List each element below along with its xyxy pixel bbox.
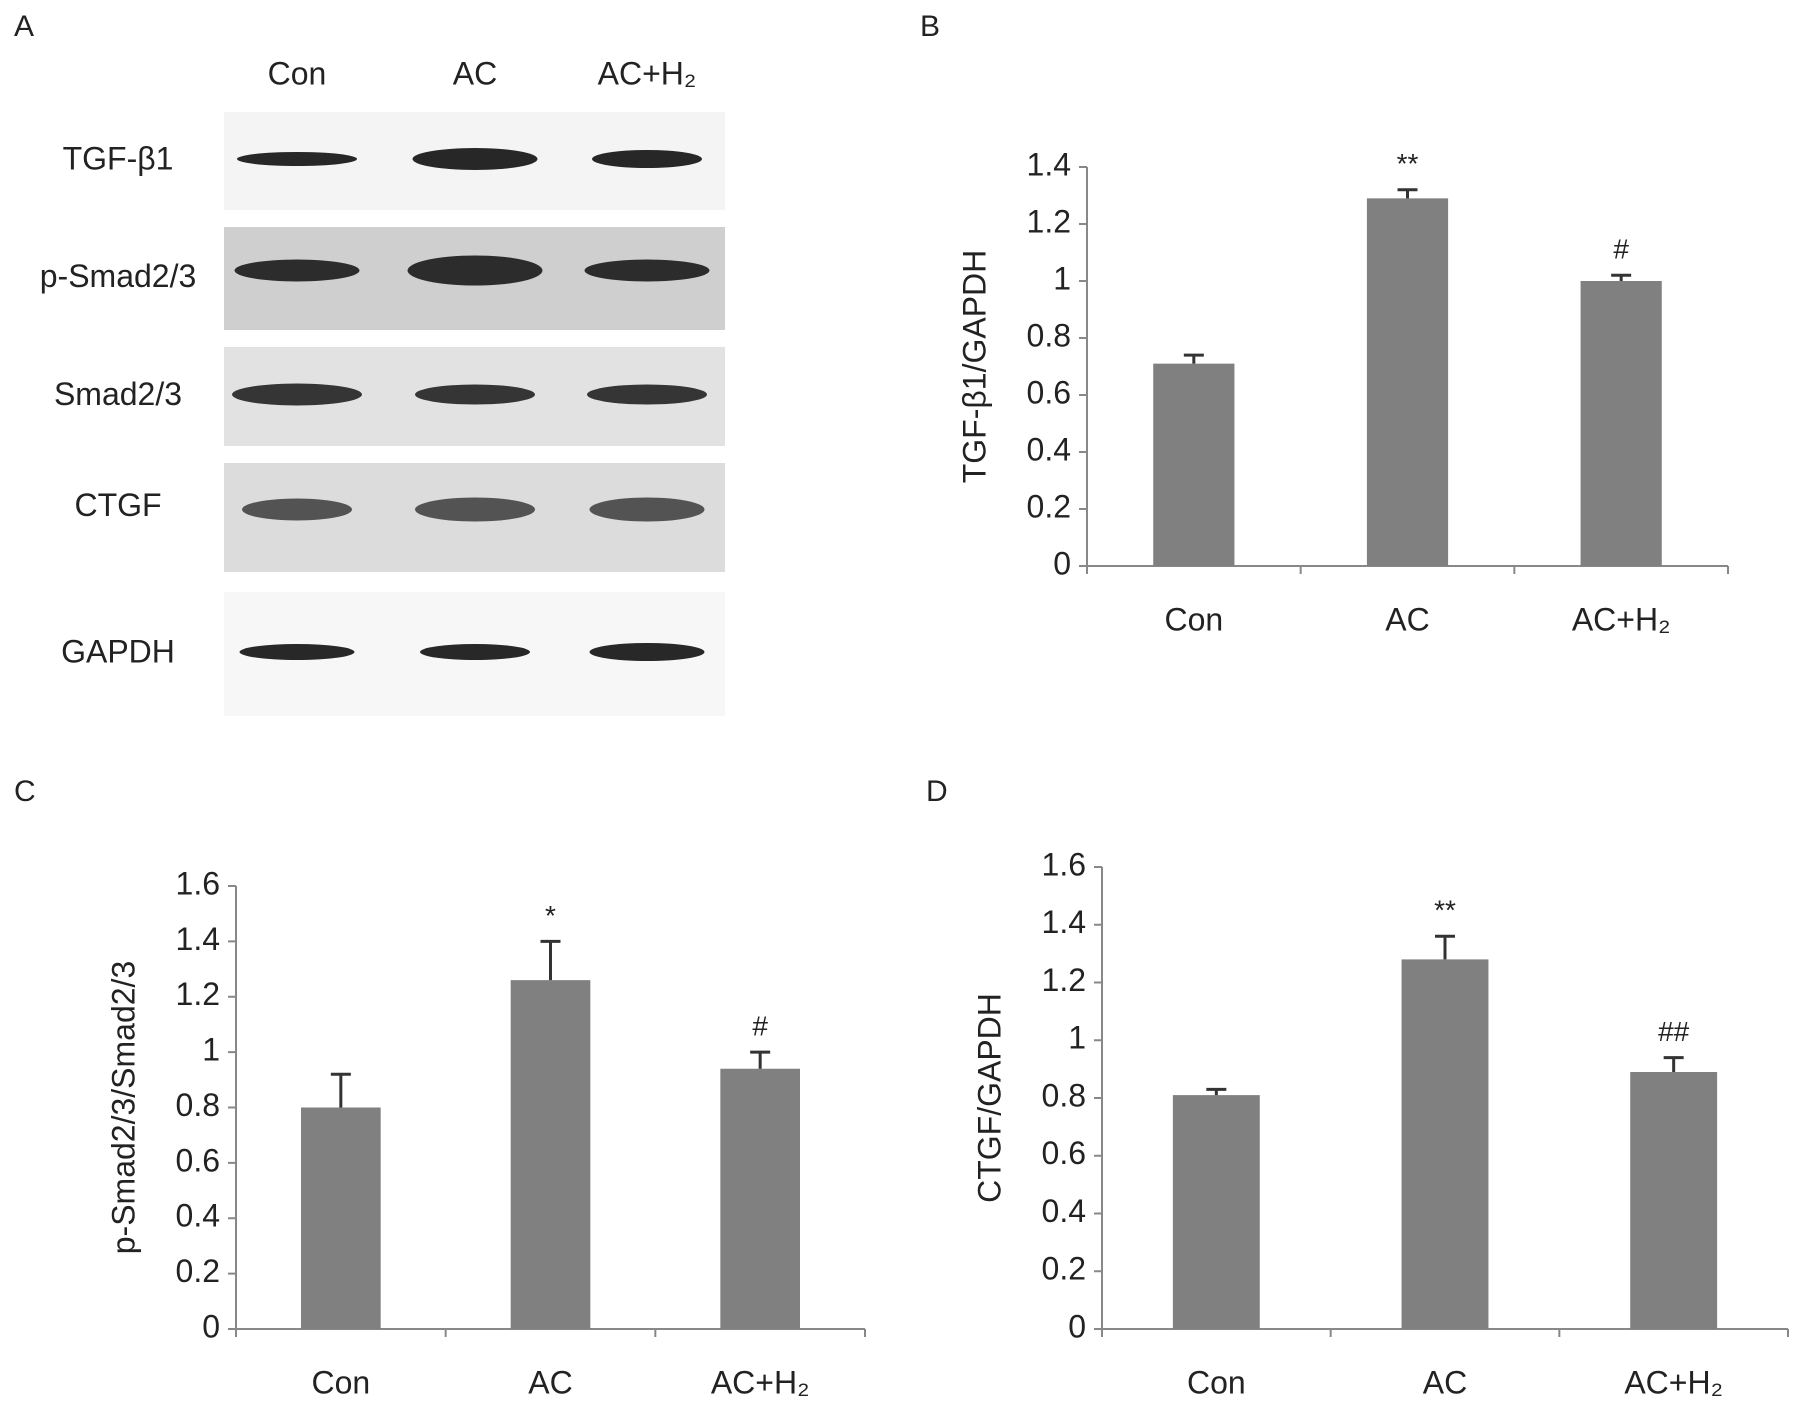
y-tick-label: 0.8 — [1027, 317, 1071, 353]
band — [239, 644, 355, 660]
bar — [510, 980, 591, 1329]
y-tick-label: 0.6 — [1027, 374, 1071, 410]
y-tick-label: 0.4 — [176, 1198, 220, 1234]
x-tick-label: AC — [528, 1364, 572, 1400]
y-tick-label: 1.2 — [1027, 203, 1071, 239]
row-label: CTGF — [74, 487, 161, 523]
x-tick-label: AC+H₂ — [711, 1364, 810, 1400]
lane-label: AC+H₂ — [598, 55, 697, 91]
bar — [300, 1107, 381, 1329]
y-tick-label: 1.2 — [1042, 962, 1086, 998]
y-tick-label: 1.4 — [176, 921, 220, 957]
band — [412, 148, 538, 170]
x-tick-label: Con — [1164, 601, 1223, 637]
y-tick-label: 1.6 — [1042, 846, 1086, 882]
x-tick-label: Con — [1187, 1364, 1246, 1400]
band — [234, 259, 360, 282]
y-tick-label: 1.4 — [1027, 146, 1071, 182]
y-tick-label: 0.2 — [176, 1253, 220, 1289]
x-tick-label: AC+H₂ — [1572, 601, 1671, 637]
y-tick-label: 0 — [1068, 1308, 1086, 1344]
error-bar — [1397, 188, 1418, 199]
band — [592, 150, 702, 168]
significance: ** — [1434, 895, 1456, 926]
band — [237, 152, 357, 166]
row-label: TGF-β1 — [63, 140, 174, 176]
error-bar — [750, 1050, 771, 1069]
band — [420, 644, 530, 660]
band — [589, 497, 705, 522]
panel-label: B — [920, 10, 940, 43]
y-tick-label: 1.2 — [176, 976, 220, 1012]
error-bar — [540, 939, 561, 981]
panel-label: D — [926, 775, 948, 808]
significance: * — [545, 900, 556, 931]
y-tick-label: 1.6 — [176, 865, 220, 901]
bar — [1366, 198, 1449, 566]
x-tick-label: AC+H₂ — [1624, 1364, 1723, 1400]
bar — [1172, 1095, 1260, 1329]
x-tick-label: AC — [1385, 601, 1429, 637]
band — [415, 384, 535, 405]
y-tick-label: 1 — [1068, 1020, 1086, 1056]
panel-label: C — [14, 775, 36, 808]
y-tick-label: 0.8 — [176, 1087, 220, 1123]
y-axis-label: p-Smad2/3/Smad2/3 — [105, 961, 141, 1255]
y-tick-label: 0.6 — [1042, 1135, 1086, 1171]
bar — [1630, 1072, 1718, 1329]
row-label: Smad2/3 — [54, 376, 182, 412]
error-bar — [1183, 353, 1204, 364]
y-tick-label: 1 — [202, 1032, 220, 1068]
band — [589, 643, 705, 661]
bar — [1153, 363, 1235, 566]
y-tick-label: 0.2 — [1042, 1251, 1086, 1287]
significance: ** — [1397, 148, 1419, 179]
x-tick-label: Con — [311, 1364, 370, 1400]
bar — [1401, 959, 1489, 1329]
band — [232, 383, 362, 406]
error-bar — [1206, 1087, 1227, 1096]
y-tick-label: 0.2 — [1027, 488, 1071, 524]
y-tick-label: 0 — [1053, 545, 1071, 581]
band — [584, 259, 710, 282]
x-tick-label: AC — [1423, 1364, 1467, 1400]
band — [587, 384, 707, 405]
y-tick-label: 0.8 — [1042, 1077, 1086, 1113]
panel-label: A — [14, 10, 34, 43]
error-bar — [1611, 273, 1632, 281]
band — [407, 255, 543, 286]
bar — [1580, 281, 1662, 566]
row-label: p-Smad2/3 — [40, 258, 197, 294]
y-tick-label: 0 — [202, 1308, 220, 1344]
significance: # — [752, 1011, 768, 1042]
bar — [720, 1068, 801, 1329]
error-bar — [1663, 1056, 1684, 1073]
lane-label: Con — [268, 55, 327, 91]
row-label: GAPDH — [61, 633, 175, 669]
y-tick-label: 0.4 — [1027, 431, 1071, 467]
y-tick-label: 1 — [1053, 260, 1071, 296]
error-bar — [330, 1072, 351, 1108]
significance: ## — [1658, 1016, 1690, 1047]
y-tick-label: 0.6 — [176, 1142, 220, 1178]
band — [415, 497, 535, 522]
y-tick-label: 0.4 — [1042, 1193, 1086, 1229]
significance: # — [1613, 234, 1629, 265]
y-tick-label: 1.4 — [1042, 904, 1086, 940]
band — [242, 498, 352, 521]
error-bar — [1435, 934, 1455, 960]
y-axis-label: TGF-β1/GAPDH — [956, 250, 992, 484]
y-axis-label: CTGF/GAPDH — [971, 993, 1007, 1203]
lane-label: AC — [453, 55, 497, 91]
